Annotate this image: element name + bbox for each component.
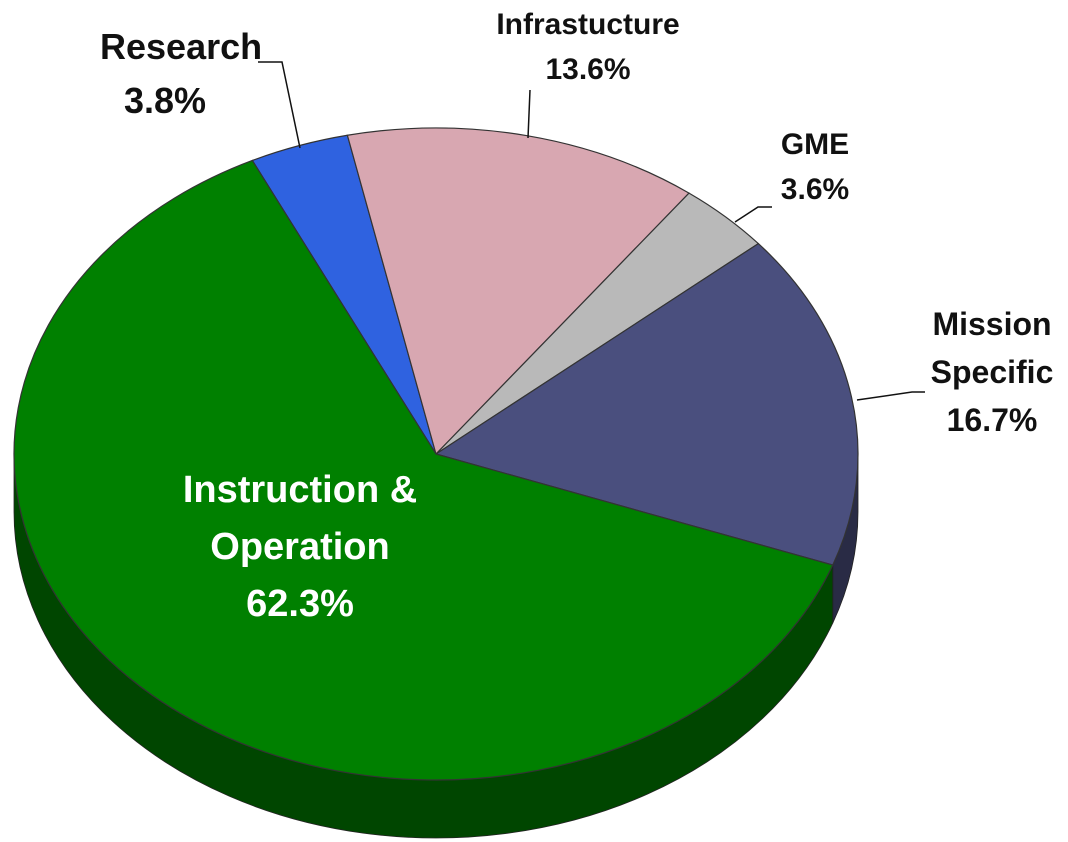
slices: [13, 127, 859, 839]
leader-line: [734, 206, 772, 223]
category-label: Instruction & Operation: [182, 469, 418, 568]
category-label: GME: [780, 128, 850, 161]
slice-label: Mission Specific 16.7%: [922, 300, 1062, 444]
value-label: 16.7%: [946, 402, 1038, 438]
slice-label: Research 3.8%: [100, 20, 263, 128]
value-label: 13.6%: [545, 53, 631, 86]
value-label: 62.3%: [246, 583, 354, 625]
slice: [13, 159, 834, 781]
value-label: 3.6%: [780, 173, 850, 206]
leader-line: [527, 89, 531, 139]
category-label: Mission Specific: [930, 306, 1054, 390]
category-label: Research: [100, 26, 263, 67]
value-label: 3.8%: [123, 80, 207, 121]
slice-label: GME 3.6%: [745, 122, 885, 212]
leader-lines: [258, 61, 925, 401]
slice-label: Instruction & Operation 62.3%: [160, 462, 440, 633]
leader-line: [258, 61, 301, 149]
leader-line: [856, 391, 925, 401]
slice-label: Infrastucture 13.6%: [458, 2, 718, 92]
category-label: Infrastucture: [496, 8, 680, 41]
slice: [434, 242, 859, 566]
slice: [346, 127, 690, 456]
